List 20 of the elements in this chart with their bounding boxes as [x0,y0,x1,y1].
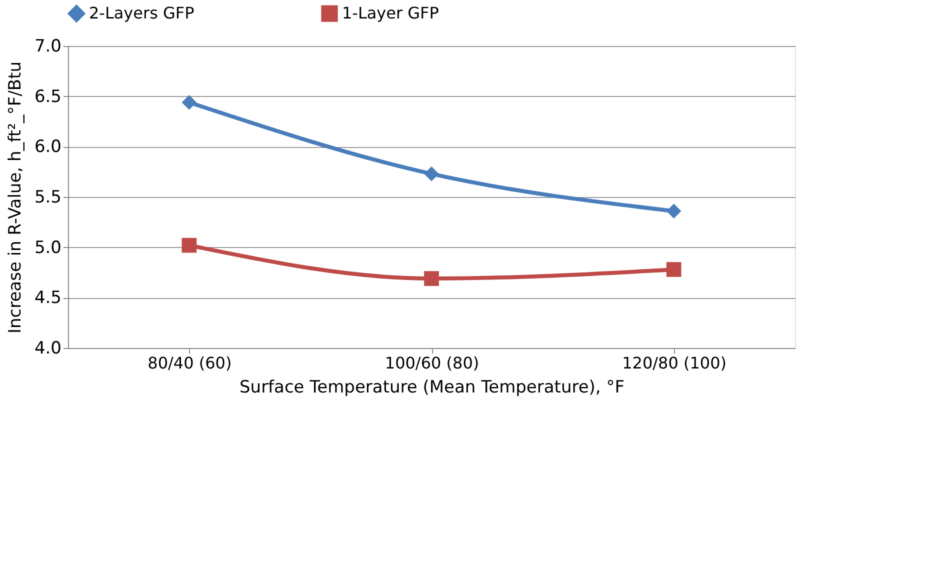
y-tick-label: 4.0 [34,338,62,358]
x-axis-title: Surface Temperature (Mean Temperature), °F [239,378,625,398]
point [666,204,682,219]
point [182,94,197,110]
point [666,262,682,277]
x-tick-label: 80/40 (60) [148,354,232,372]
y-tick-label: 7.0 [34,36,62,56]
x-tick-label: 100/60 (80) [384,354,480,372]
point [424,166,439,182]
legend-label: 1-Layer GFP [342,4,440,23]
point [182,238,197,253]
point [424,271,439,286]
y-tick-label: 5.5 [34,188,62,208]
x-tick-label: 120/80 (100) [622,354,727,372]
y-tick-label: 4.5 [34,288,62,308]
y-axis-title: Increase in R-Value, h_ft²_°F/Btu [5,61,26,334]
y-tick-label: 6.0 [34,137,62,158]
y-tick-label: 5.0 [34,238,62,258]
y-tick-label: 6.5 [34,86,62,107]
legend-label: 2-Layers GFP [89,4,195,23]
